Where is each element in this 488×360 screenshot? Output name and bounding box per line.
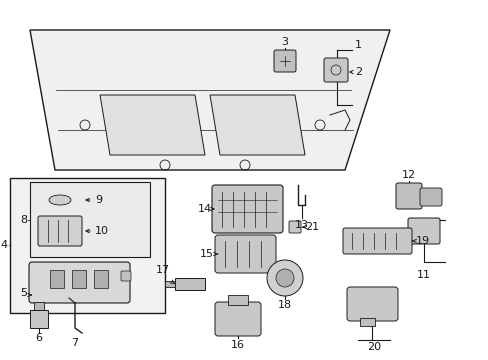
Text: 10: 10 (95, 226, 109, 236)
FancyBboxPatch shape (121, 271, 131, 281)
Text: 1: 1 (354, 40, 361, 50)
Bar (30, 310, 48, 328)
Circle shape (266, 260, 303, 296)
Text: 12: 12 (401, 170, 415, 180)
Text: 5: 5 (20, 288, 27, 298)
Bar (94, 270, 108, 288)
Bar (227, 295, 247, 305)
FancyBboxPatch shape (342, 228, 411, 254)
Bar (34, 302, 44, 310)
Text: 16: 16 (230, 340, 244, 350)
Text: 8: 8 (20, 215, 27, 225)
Polygon shape (30, 30, 389, 170)
Text: 3: 3 (281, 37, 288, 47)
FancyBboxPatch shape (212, 185, 283, 233)
FancyBboxPatch shape (346, 287, 397, 321)
Text: 19: 19 (415, 236, 429, 246)
FancyBboxPatch shape (395, 183, 421, 209)
FancyBboxPatch shape (215, 235, 275, 273)
Bar (359, 318, 374, 326)
Bar (50, 270, 64, 288)
Polygon shape (209, 95, 305, 155)
Text: 15: 15 (200, 249, 214, 259)
Text: 11: 11 (416, 270, 430, 280)
FancyBboxPatch shape (29, 262, 130, 303)
FancyBboxPatch shape (215, 302, 261, 336)
Circle shape (275, 269, 293, 287)
Text: 13: 13 (294, 220, 308, 230)
Bar (30, 182, 150, 257)
Text: 6: 6 (36, 333, 42, 343)
Text: 4: 4 (1, 240, 8, 250)
Text: 9: 9 (95, 195, 102, 205)
FancyBboxPatch shape (273, 50, 295, 72)
Bar (175, 278, 204, 290)
FancyBboxPatch shape (419, 188, 441, 206)
Text: 17: 17 (156, 265, 170, 275)
FancyBboxPatch shape (407, 218, 439, 244)
FancyBboxPatch shape (288, 221, 301, 233)
Bar (72, 270, 86, 288)
Polygon shape (100, 95, 204, 155)
Text: 18: 18 (277, 300, 291, 310)
FancyBboxPatch shape (38, 216, 82, 246)
Text: 20: 20 (366, 342, 380, 352)
FancyBboxPatch shape (324, 58, 347, 82)
Text: 7: 7 (71, 338, 79, 348)
Ellipse shape (49, 195, 71, 205)
Bar (164, 281, 175, 287)
Bar (10, 178, 164, 313)
Text: 14: 14 (198, 204, 212, 214)
Text: 21: 21 (305, 222, 319, 232)
Text: 2: 2 (354, 67, 362, 77)
